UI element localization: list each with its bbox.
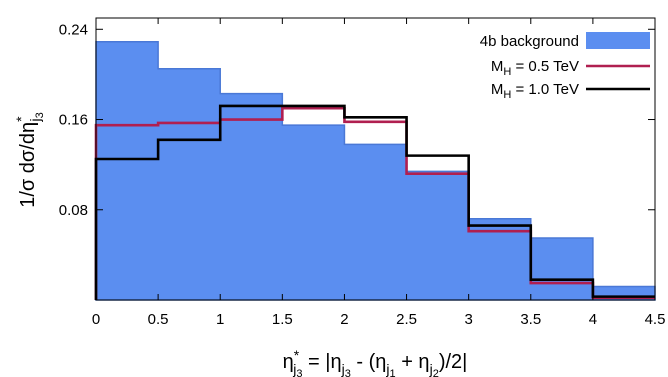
- y-tick-label: 0.08: [59, 202, 88, 219]
- x-tick-label: 0: [92, 311, 100, 328]
- legend-label-background: 4b background: [480, 33, 579, 50]
- x-tick-label: 4.5: [645, 311, 666, 328]
- x-tick-label: 2: [340, 311, 348, 328]
- y-tick-label: 0.24: [59, 21, 88, 38]
- legend-swatch-background: [586, 32, 650, 49]
- x-tick-label: 0.5: [148, 311, 169, 328]
- y-tick-label: 0.16: [59, 112, 88, 129]
- x-tick-label: 3.5: [520, 311, 541, 328]
- x-tick-label: 1.5: [272, 311, 293, 328]
- x-tick-label: 4: [589, 311, 597, 328]
- series-step-line-2: [94, 104, 655, 300]
- legend-label-mh-10: MH = 1.0 TeV: [491, 81, 579, 101]
- x-axis-title: η* j3 = |ηj3 - (ηj1 + ηj2)/2|: [283, 347, 468, 377]
- legend-label-mh-05: MH = 0.5 TeV: [491, 58, 579, 78]
- plot-area: 0 0.5 1 1.5 2 2.5 3 3.5 4 4.5 0.08 0.16 0.24: [59, 17, 666, 328]
- series-step-line-1: [94, 106, 655, 300]
- y-axis-title: 1/σ dσ/dη*j3: [13, 112, 46, 208]
- x-tick-label: 1: [216, 311, 224, 328]
- x-tick-label: 2.5: [396, 311, 417, 328]
- plot-frame: [95, 17, 656, 301]
- legend: 4b background MH = 0.5 TeV MH = 1.0 TeV: [480, 32, 650, 101]
- x-tick-label: 3: [464, 311, 472, 328]
